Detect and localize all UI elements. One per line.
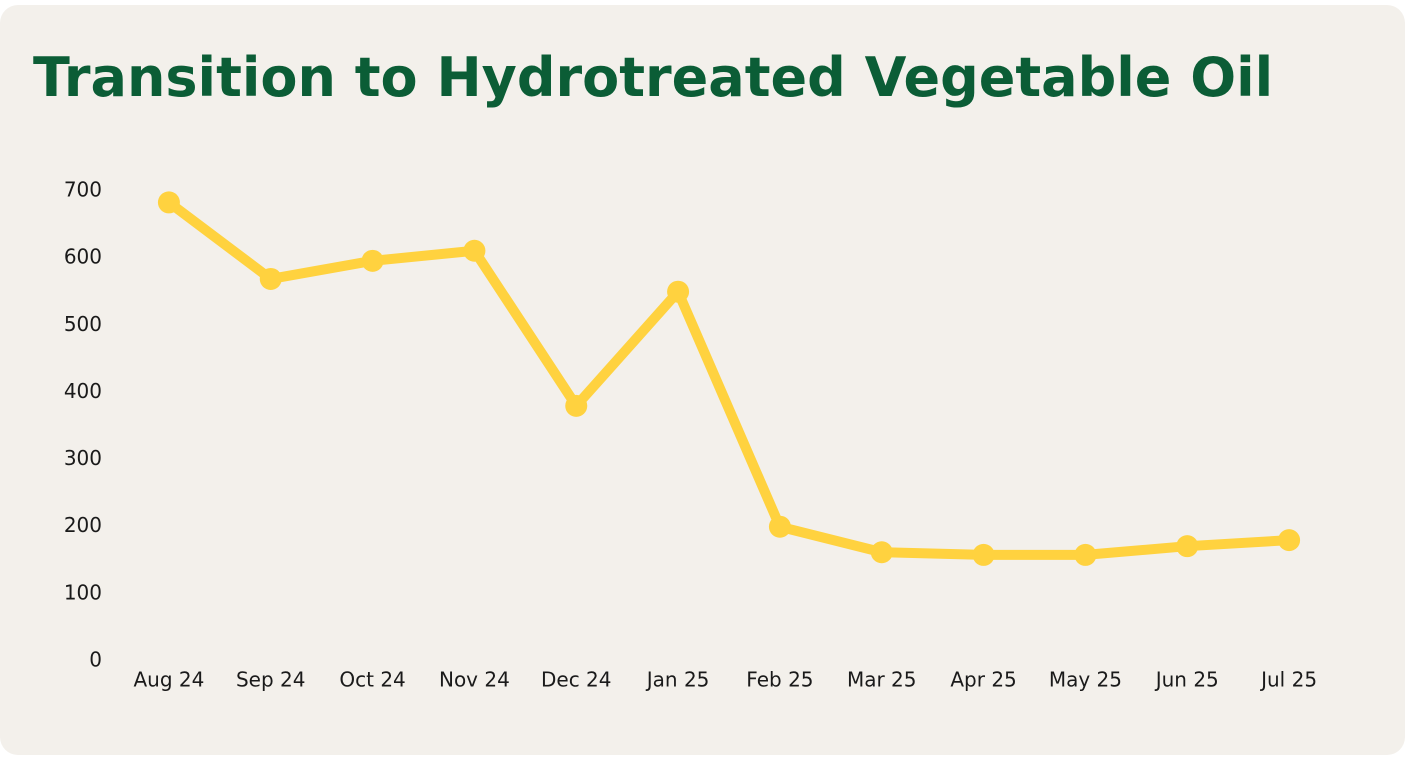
marker: [463, 239, 486, 262]
line: [163, 197, 1295, 560]
marker: [768, 515, 791, 538]
x-tick-label: Aug 24: [133, 668, 204, 692]
y-tick-label: 600: [64, 245, 102, 269]
marker: [565, 394, 588, 417]
y-tick-label: 700: [64, 178, 102, 202]
chart-title: Transition to Hydrotreated Vegetable Oil: [33, 46, 1273, 109]
card: [0, 5, 1405, 755]
marker: [1176, 535, 1199, 558]
x-tick-label: Dec 24: [541, 668, 612, 692]
x-tick-label: Jan 25: [645, 668, 710, 692]
marker: [259, 267, 282, 290]
x-tick-label: Jun 25: [1154, 668, 1219, 692]
marker: [667, 280, 690, 303]
x-tick-label: Feb 25: [746, 668, 813, 692]
y-tick-label: 200: [64, 513, 102, 537]
y-tick-label: 100: [64, 580, 102, 604]
marker: [870, 541, 893, 564]
marker: [361, 249, 384, 272]
y-tick-label: 400: [64, 379, 102, 403]
x-tick-label: Apr 25: [950, 668, 1016, 692]
y-tick-label: 300: [64, 446, 102, 470]
marker: [1074, 543, 1097, 566]
marker: [157, 191, 180, 214]
y-tick-label: 500: [64, 312, 102, 336]
x-tick-label: Jul 25: [1259, 668, 1317, 692]
x-tick-label: Sep 24: [236, 668, 306, 692]
x-tick-label: May 25: [1049, 668, 1122, 692]
x-tick-label: Mar 25: [847, 668, 917, 692]
marker: [972, 543, 995, 566]
x-tick-label: Nov 24: [439, 668, 510, 692]
x-tick-label: Oct 24: [339, 668, 405, 692]
marker: [1278, 529, 1301, 552]
y-tick-label: 0: [89, 648, 102, 672]
